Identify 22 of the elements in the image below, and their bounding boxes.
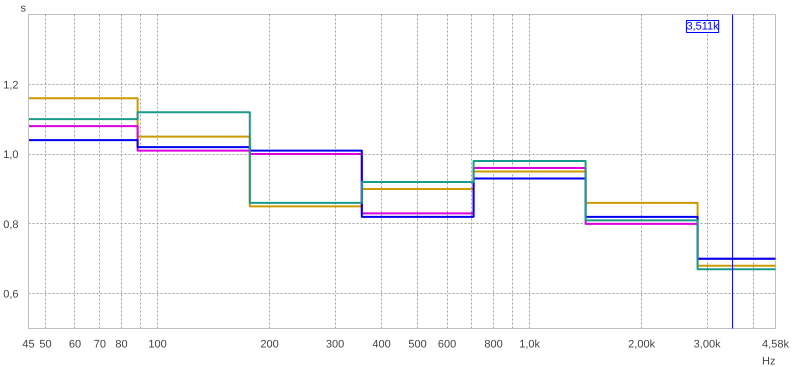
x-tick-label: 3,00k xyxy=(694,338,722,350)
x-tick-label: 100 xyxy=(148,338,167,350)
x-tick-label: 500 xyxy=(408,338,427,350)
x-tick-label: 50 xyxy=(39,338,52,350)
y-tick-label: 1,0 xyxy=(3,149,19,162)
x-tick-label: 200 xyxy=(260,338,279,350)
x-tick-label: 400 xyxy=(372,338,391,350)
x-tick-label: 300 xyxy=(326,338,344,350)
x-tick-label: 4,58k xyxy=(762,338,790,350)
x-tick-label: 80 xyxy=(115,338,128,350)
x-tick-label: 45 xyxy=(22,338,35,350)
x-tick-label: 800 xyxy=(484,338,503,350)
x-tick-label: 2,00k xyxy=(628,338,656,350)
y-tick-label: 0,6 xyxy=(3,288,19,301)
x-tick-label: 60 xyxy=(68,338,82,350)
x-tick-label: 600 xyxy=(438,338,456,350)
x-tick-label: 70 xyxy=(94,338,106,350)
x-axis-title: Hz xyxy=(762,356,776,367)
y-tick-label: 0,8 xyxy=(3,218,19,231)
x-tick-label: 1,0k xyxy=(519,338,541,350)
y-axis-title: s xyxy=(20,2,26,14)
y-tick-label: 1,2 xyxy=(3,79,19,92)
